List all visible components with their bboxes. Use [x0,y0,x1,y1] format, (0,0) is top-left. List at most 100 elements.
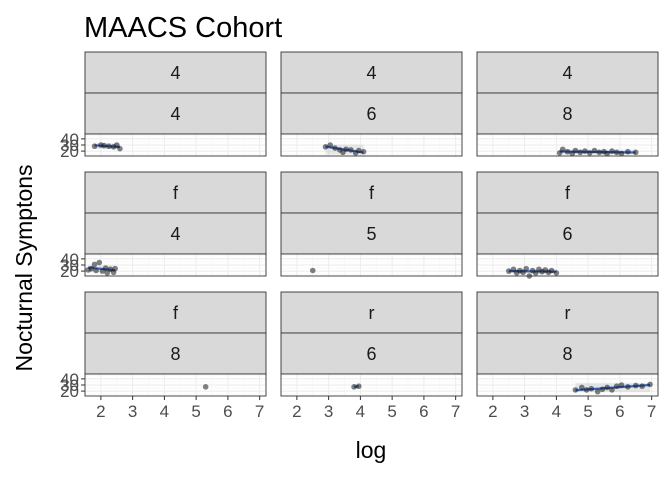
panel-border [476,373,659,397]
facet-panel: 44 [84,51,267,157]
data-point [117,145,123,152]
data-point [632,382,639,389]
data-point [632,149,639,156]
data-point [523,265,530,272]
facet-strip-row-label: 4 [562,63,572,83]
facet-strip-col-label: 6 [366,344,376,364]
data-point [309,267,316,274]
facet-strip-row [476,171,659,214]
x-tick-label: 6 [615,402,624,421]
x-tick-label: 6 [223,402,232,421]
data-point [505,268,512,274]
data-point [532,270,539,276]
facet-strip-row [280,291,463,334]
facet-strip-col [280,92,463,135]
y-tick-label: 30 [60,256,79,275]
panel-border [280,133,463,157]
data-point [572,387,579,393]
y-tick-label: 30 [60,136,79,155]
x-tick-label: 7 [647,402,656,421]
data-point [588,385,595,392]
facet-strip-row [280,51,463,94]
data-point [599,386,606,393]
x-tick-label: 2 [292,402,301,421]
facet-strip-row [84,51,267,94]
data-point [618,382,625,388]
facet-strip-col-label: 8 [562,344,572,364]
facet-strip-col-label: 5 [366,224,376,244]
x-tick-label: 4 [552,402,561,421]
data-point [113,142,120,148]
facet-strip-col [280,212,463,255]
data-point [548,267,555,274]
data-point [101,142,107,149]
facet-strip-row-label: f [173,303,179,323]
x-tick-label: 3 [128,402,137,421]
panel-border [476,253,659,277]
data-point [91,143,98,150]
data-point [104,270,111,276]
data-point [556,150,563,156]
data-point [577,149,584,156]
data-point [102,265,109,271]
facet-strip-row-label: f [173,183,179,203]
facet-strip-col [280,332,463,375]
facet-strip-row [84,291,267,334]
facet-panel: 46 [280,51,463,157]
facet-panel: f6 [476,171,659,279]
x-tick-label: 7 [451,402,460,421]
facet-strip-row-label: 4 [366,63,376,83]
data-point [343,146,349,153]
facet-strip-row [280,171,463,214]
facet-strip-row-label: 4 [170,63,180,83]
x-axes: 2 3 4 5 6 7 2 3 4 5 6 7 2 3 4 5 6 7 [96,396,656,421]
data-point [594,388,601,395]
data-point [582,148,588,154]
facet-strip-row-label: f [565,183,571,203]
facet-strip-row-label: r [369,303,375,323]
data-point [510,266,517,273]
facet-strip-row-label: r [565,303,571,323]
data-point [348,147,354,153]
data-point [583,387,590,393]
data-point [613,383,620,390]
y-tick-label: 40 [60,370,79,389]
x-tick-label: 4 [160,402,169,421]
facet-strip-col-label: 6 [366,104,376,124]
x-tick-label: 5 [387,402,396,421]
chart-title: MAACS Cohort [84,12,282,44]
x-tick-label: 5 [583,402,592,421]
data-point [586,150,593,156]
facet-strip-col [476,92,659,135]
facet-strip-row-label: f [369,183,375,203]
data-point [327,142,334,148]
x-tick-label: 4 [356,402,365,421]
data-point [578,384,585,391]
data-point [355,383,362,390]
facet-strip-col [84,212,267,255]
data-point [202,384,209,390]
facet-strip-col [476,332,659,375]
facet-panel: f8 [84,291,267,397]
facet-strip-row [476,51,659,94]
data-point [559,146,566,153]
panel-border [280,253,463,277]
x-tick-label: 6 [419,402,428,421]
data-point [609,387,615,393]
data-point [618,150,625,157]
facet-panel: r8 [476,291,659,397]
data-point [112,265,118,272]
data-point [625,384,631,390]
y-tick-label: 30 [60,376,79,395]
data-point [332,145,338,151]
facet-strip-col-label: 4 [170,104,180,124]
data-point [625,148,631,155]
data-point [106,143,112,150]
data-point [322,144,329,150]
data-point [564,148,571,155]
data-point [93,267,99,274]
y-tick-label: 40 [60,250,79,269]
